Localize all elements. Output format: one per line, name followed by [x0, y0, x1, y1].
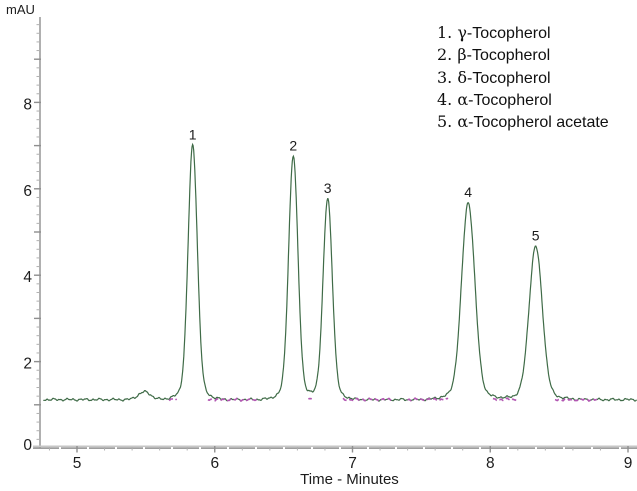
legend-text: α [457, 89, 469, 109]
legend-item: 4. α-Tocopherol [437, 89, 609, 111]
chromatogram-trace [43, 142, 637, 402]
x-tick-label: 5 [73, 455, 82, 472]
peak-number-label: 1 [189, 127, 197, 143]
integration-baseline-mark [168, 397, 178, 402]
legend-text: -Tocopherol [467, 69, 551, 87]
peak-legend: 1. γ-Tocopherol 2. β-Tocopherol 3. δ-Tocop… [437, 22, 609, 133]
x-tick-label: 6 [210, 455, 219, 472]
legend-text: 3. [437, 67, 458, 87]
y-axis-unit-label: mAU [6, 2, 35, 17]
legend-text: 5. [437, 112, 458, 132]
integration-baseline-mark [554, 397, 598, 402]
x-tick-label: 7 [348, 455, 357, 472]
y-tick-label: 8 [23, 96, 32, 113]
peak-number-label: 2 [289, 137, 297, 153]
peak-number-label: 4 [464, 184, 472, 200]
legend-item: 1. γ-Tocopherol [437, 22, 609, 44]
x-tick-label: 9 [624, 455, 633, 472]
legend-text: 1. [437, 23, 458, 42]
legend-text: -Tocopherol [466, 25, 551, 42]
legend-item: 5. α-Tocopherol acetate [437, 111, 609, 133]
legend-text: -Tocopherol acetate [468, 114, 609, 132]
x-axis-label: Time - Minutes [300, 471, 399, 488]
legend-text: 4. [437, 89, 458, 109]
legend-text: -Tocopherol [466, 47, 551, 65]
legend-text: δ [457, 67, 467, 87]
legend-item: 3. δ-Tocopherol [437, 67, 609, 89]
y-tick-label: 4 [23, 269, 32, 286]
integration-baseline-mark [342, 397, 394, 403]
integration-baseline-mark [407, 397, 449, 403]
x-tick-label: 8 [486, 455, 495, 472]
legend-text: α [457, 112, 469, 132]
integration-baseline-mark [207, 397, 258, 402]
y-tick-label: 2 [23, 356, 32, 373]
legend-text: β [457, 45, 467, 65]
legend-item: 2. β-Tocopherol [437, 44, 609, 66]
integration-baseline-mark [492, 397, 518, 402]
legend-text: -Tocopherol [468, 91, 552, 109]
y-tick-label: 0 [23, 437, 32, 454]
y-tick-label: 6 [23, 183, 32, 200]
peak-number-label: 3 [324, 180, 332, 196]
legend-text: γ [457, 23, 467, 42]
peak-number-label: 5 [532, 228, 540, 244]
legend-text: 2. [437, 45, 458, 65]
